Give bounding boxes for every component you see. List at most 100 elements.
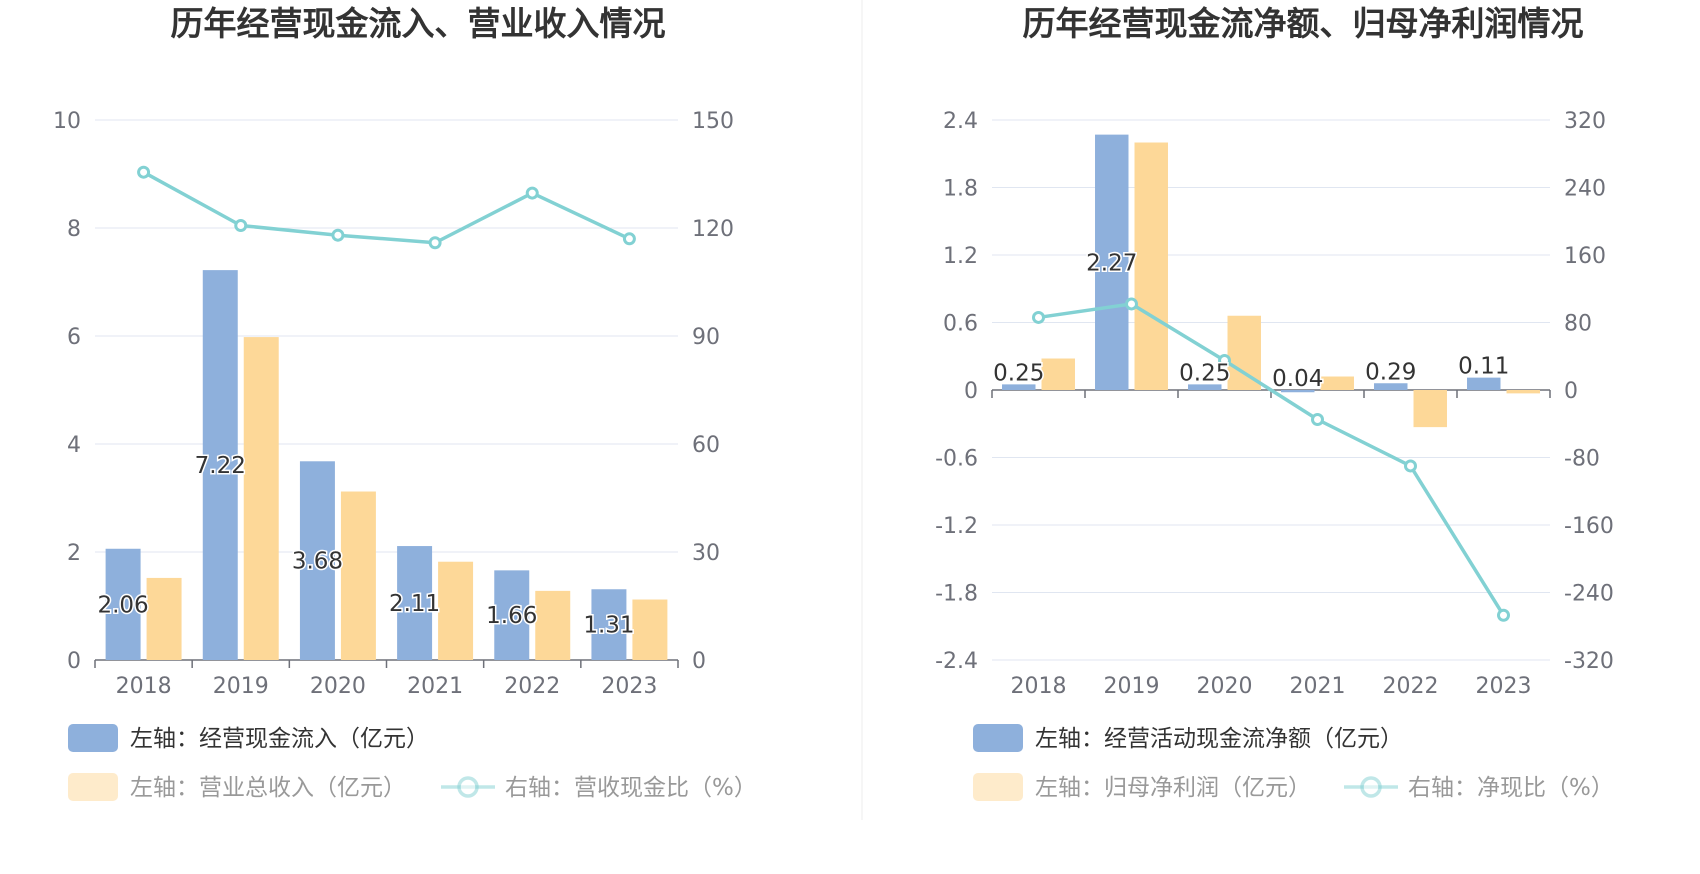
ratio-point [1311, 413, 1324, 427]
right-axis-tick-label: 80 [1564, 312, 1592, 337]
x-axis-tick-label: 2020 [310, 674, 366, 699]
legend-swatch [68, 724, 118, 752]
right-axis-tick-label: 150 [692, 109, 734, 134]
bar-secondary [632, 599, 668, 660]
right-axis-tick-label: 30 [692, 541, 720, 566]
x-axis-tick-label: 2022 [504, 674, 560, 699]
data-label: 0.04 [1272, 366, 1323, 392]
data-label: 1.31 [583, 613, 634, 639]
chart-cash-inflow-revenue: 历年经营现金流入、营业收入情况 0 0 2 30 4 60 6 90 8 120 10 150 2018 2… [53, 4, 757, 801]
ratio-point [1404, 459, 1417, 473]
bar-primary [105, 548, 141, 660]
x-axis-tick-label: 2023 [601, 674, 657, 699]
ratio-line [1038, 302, 1505, 617]
left-axis-tick-label: 6 [67, 325, 81, 350]
right-axis-tick-label: -160 [1564, 514, 1614, 539]
bar-primary [299, 461, 335, 660]
left-axis-tick-label: 0.6 [943, 312, 978, 337]
chart-title: 历年经营现金流入、营业收入情况 [171, 4, 666, 43]
data-label: 2.06 [97, 592, 148, 618]
x-axis-tick-label: 2022 [1383, 674, 1439, 699]
x-axis-tick-label: 2021 [407, 674, 463, 699]
data-label: 0.25 [1179, 360, 1230, 386]
data-label: 1.66 [486, 603, 537, 629]
ratio-point [525, 186, 539, 200]
data-label: 7.22 [195, 453, 246, 479]
ratio-point [622, 232, 636, 246]
x-axis-tick-label: 2020 [1197, 674, 1253, 699]
bar-primary [397, 546, 433, 660]
ratio-point [137, 165, 151, 179]
right-axis-tick-label: -80 [1564, 447, 1600, 472]
x-axis-tick-label: 2019 [213, 674, 269, 699]
x-axis-tick-label: 2023 [1476, 674, 1532, 699]
bar-secondary [146, 577, 182, 660]
right-axis-tick-label: 240 [1564, 177, 1606, 202]
right-axis-tick-label: -320 [1564, 649, 1614, 674]
legend-label: 左轴：经营现金流入（亿元） [130, 726, 429, 752]
left-axis-tick-label: -1.2 [935, 514, 978, 539]
bar-primary [1095, 134, 1129, 390]
right-axis-tick-label: 60 [692, 433, 720, 458]
bar-secondary [1227, 315, 1261, 390]
left-axis-tick-label: 0 [964, 379, 978, 404]
legend-label: 左轴：营业总收入（亿元） [130, 775, 406, 801]
ratio-point [428, 236, 442, 250]
right-axis-tick-label: -240 [1564, 582, 1614, 607]
ratio-point [234, 218, 248, 232]
x-axis-tick-label: 2018 [116, 674, 172, 699]
bar-primary [1467, 377, 1501, 390]
bar-secondary [1506, 390, 1540, 394]
right-axis-tick-label: 160 [1564, 244, 1606, 269]
ratio-line [142, 170, 631, 245]
data-label: 0.29 [1365, 359, 1416, 385]
legend-swatch [68, 773, 118, 801]
left-axis-tick-label: 8 [67, 217, 81, 242]
right-axis-tick-label: 0 [692, 649, 706, 674]
legend-label: 左轴：经营活动现金流净额（亿元） [1035, 726, 1403, 752]
bar-primary [1002, 384, 1036, 390]
ratio-point [331, 228, 345, 242]
ratio-point [1032, 310, 1045, 324]
x-axis-tick-label: 2019 [1104, 674, 1160, 699]
legend-label: 左轴：归母净利润（亿元） [1035, 775, 1311, 801]
chart-title: 历年经营现金流净额、归母净利润情况 [1023, 4, 1584, 43]
x-axis-tick-label: 2018 [1011, 674, 1067, 699]
bar-primary [591, 589, 627, 660]
left-axis-tick-label: 1.2 [943, 244, 978, 269]
right-axis-tick-label: 0 [1564, 379, 1578, 404]
left-axis-tick-label: 2.4 [943, 109, 978, 134]
bar-primary [1281, 390, 1315, 393]
left-axis-tick-label: -2.4 [935, 649, 978, 674]
legend-label: 右轴：营收现金比（%） [505, 775, 757, 801]
right-axis-tick-label: 90 [692, 325, 720, 350]
legend-label: 右轴：净现比（%） [1408, 775, 1614, 801]
ratio-point [1125, 297, 1138, 311]
bar-primary [202, 270, 238, 660]
bar-secondary [1320, 376, 1354, 390]
bar-primary [1188, 384, 1222, 390]
legend-swatch [973, 724, 1023, 752]
left-axis-tick-label: 10 [53, 109, 81, 134]
right-axis-tick-label: 120 [692, 217, 734, 242]
left-axis-tick-label: 4 [67, 433, 81, 458]
left-axis-tick-label: 1.8 [943, 177, 978, 202]
x-axis-tick-label: 2021 [1290, 674, 1346, 699]
bar-secondary [535, 590, 571, 660]
left-axis-tick-label: -0.6 [935, 447, 978, 472]
left-axis-tick-label: 2 [67, 541, 81, 566]
left-axis-tick-label: 0 [67, 649, 81, 674]
bar-secondary [340, 491, 376, 660]
legend-swatch [973, 773, 1023, 801]
left-axis-tick-label: -1.8 [935, 582, 978, 607]
chart-net-cash-flow-profit: 历年经营现金流净额、归母净利润情况 -2.4 -320 -1.8 -240 -1.2 -16… [935, 4, 1614, 801]
bar-primary [1374, 383, 1408, 390]
bar-secondary [438, 561, 474, 660]
bar-secondary [1134, 142, 1168, 390]
bar-secondary [243, 337, 279, 660]
data-label: 0.11 [1458, 354, 1509, 380]
ratio-point [1218, 353, 1231, 367]
right-axis-tick-label: 320 [1564, 109, 1606, 134]
data-label: 0.25 [993, 360, 1044, 386]
